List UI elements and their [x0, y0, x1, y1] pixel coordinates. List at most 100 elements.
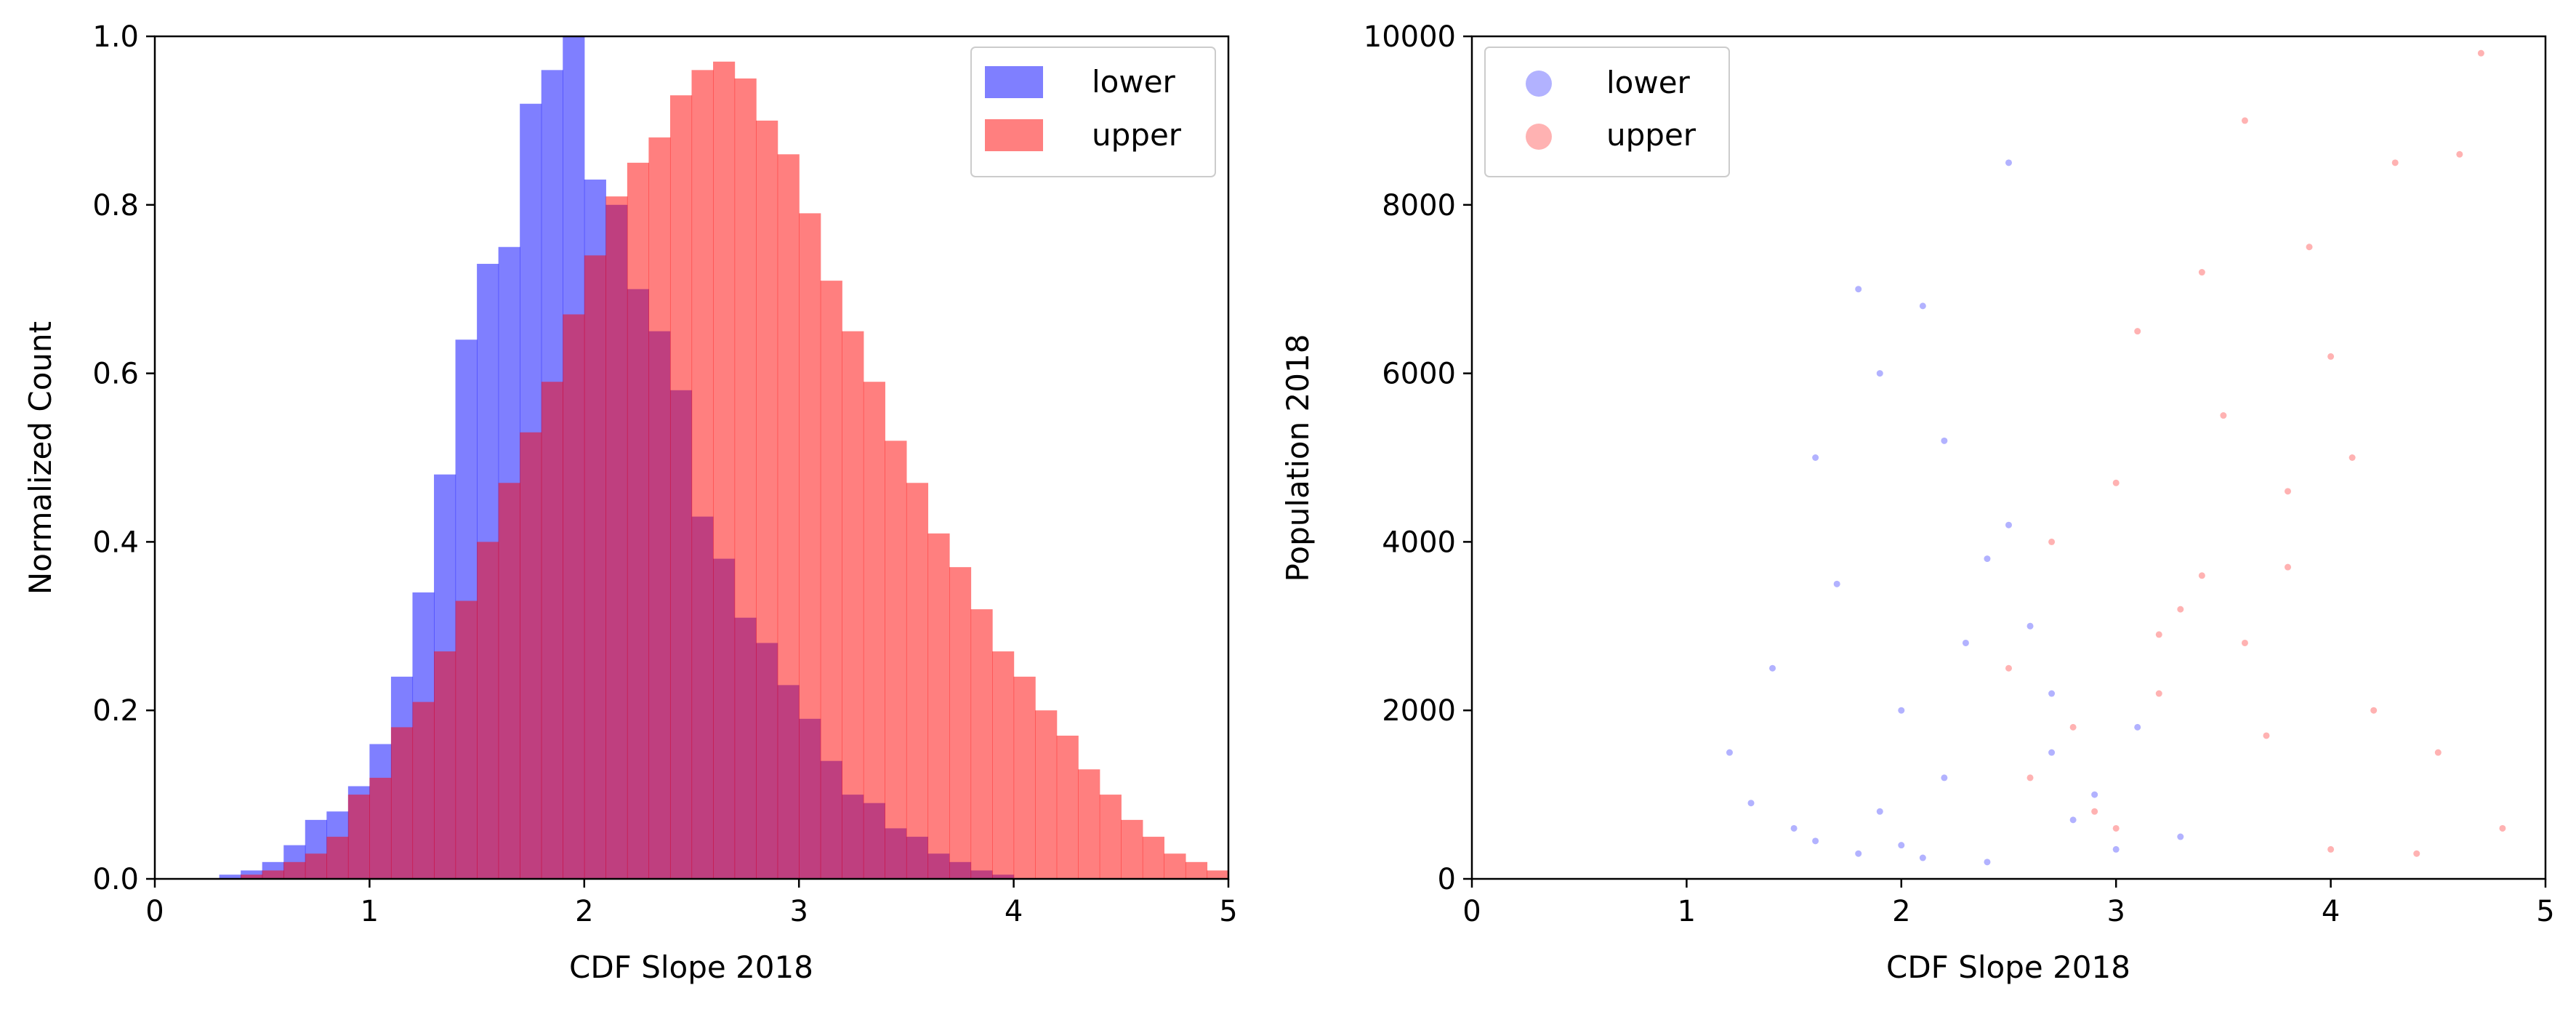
histogram-bar-upper	[669, 95, 693, 879]
scatter-y-tick-label: 0	[1438, 863, 1456, 896]
histogram-x-tick-label: 5	[1219, 895, 1237, 928]
scatter-point-upper	[2091, 808, 2098, 815]
scatter-points	[1726, 49, 2506, 866]
scatter-point-lower	[1812, 454, 1819, 461]
scatter-point-lower	[2026, 622, 2034, 630]
histogram-legend-label-lower: lower	[1092, 64, 1176, 100]
scatter-point-upper	[2069, 723, 2077, 731]
scatter-point-lower	[1876, 370, 1883, 377]
scatter-point-lower	[1984, 555, 1991, 563]
scatter-point-lower	[1941, 774, 1948, 781]
histogram-bar-upper	[347, 795, 370, 879]
histogram-bar-upper	[305, 853, 327, 879]
scatter-point-upper	[2285, 563, 2292, 571]
histogram-bar-upper	[1207, 870, 1229, 879]
scatter-point-upper	[2112, 479, 2120, 486]
histogram-bar-upper	[927, 533, 950, 879]
scatter-point-lower	[2091, 791, 2098, 798]
scatter-point-upper	[2499, 824, 2506, 832]
histogram-legend-swatch-lower	[985, 66, 1043, 98]
scatter-x-tick-label: 2	[1892, 895, 1910, 928]
scatter-point-upper	[2026, 774, 2034, 781]
scatter-chart: 0 1 2 3 4 5 0 2000 4000 6000 8000 10000 CDF Slope …	[1280, 20, 2555, 985]
scatter-point-upper	[2327, 353, 2335, 360]
histogram-bar-upper	[1099, 795, 1122, 879]
histogram-bar-upper	[1056, 735, 1079, 879]
scatter-point-upper	[2155, 631, 2162, 638]
histogram-legend-label-upper: upper	[1092, 117, 1182, 153]
scatter-x-ticks: 0 1 2 3 4 5	[1462, 879, 2555, 928]
histogram-bar-upper	[605, 196, 628, 880]
histogram-bar-upper	[498, 483, 520, 879]
scatter-y-tick-label: 2000	[1382, 694, 1456, 728]
histogram-x-axis-label: CDF Slope 2018	[569, 949, 813, 985]
histogram-bar-upper	[241, 875, 263, 879]
scatter-point-lower	[1876, 808, 1883, 815]
scatter-point-lower	[1855, 850, 1862, 857]
scatter-point-upper	[2306, 244, 2313, 251]
histogram-chart: 0 1 2 3 4 5 0.0 0.2 0.4 0.6 0.8 1.0 CDF Slope 2018…	[23, 20, 1238, 985]
histogram-bar-upper	[713, 61, 736, 879]
histogram-bar-upper	[1078, 769, 1100, 879]
histogram-bar-upper	[1164, 853, 1186, 879]
histogram-bar-upper	[842, 331, 864, 879]
histogram-bar-upper	[1013, 676, 1036, 879]
scatter-point-lower	[2005, 521, 2012, 528]
scatter-point-upper	[2370, 707, 2378, 714]
histogram-bar-upper	[885, 441, 907, 879]
scatter-point-lower	[2005, 159, 2012, 166]
histogram-y-axis-label: Normalized Count	[23, 321, 58, 595]
histogram-bar-upper	[691, 70, 714, 880]
scatter-point-lower	[1833, 580, 1840, 587]
scatter-y-tick-label: 10000	[1364, 20, 1456, 54]
scatter-legend-box	[1484, 47, 1730, 177]
histogram-bar-upper	[412, 702, 435, 879]
scatter-point-upper	[2391, 159, 2399, 166]
histogram-bar-upper	[1121, 819, 1143, 879]
histogram-bar-upper	[970, 609, 993, 879]
histogram-bar-upper	[434, 651, 456, 879]
scatter-point-lower	[1812, 837, 1819, 845]
histogram-y-tick-label: 0.6	[92, 358, 139, 391]
histogram-bar-upper	[648, 137, 671, 879]
scatter-point-upper	[2220, 412, 2227, 419]
scatter-point-lower	[1790, 824, 1798, 832]
scatter-point-lower	[1898, 707, 1905, 714]
scatter-x-tick-label: 0	[1462, 895, 1481, 928]
scatter-y-tick-label: 8000	[1382, 189, 1456, 222]
histogram-bar-upper	[369, 777, 392, 879]
scatter-point-upper	[2198, 572, 2205, 579]
scatter-x-tick-label: 1	[1678, 895, 1696, 928]
scatter-point-upper	[2477, 49, 2484, 57]
histogram-bar-upper	[949, 567, 972, 879]
scatter-y-tick-label: 6000	[1382, 358, 1456, 391]
scatter-point-lower	[2069, 816, 2077, 824]
scatter-point-lower	[1919, 854, 1926, 861]
histogram-bar-upper	[390, 727, 414, 879]
histogram-bar-upper	[1142, 837, 1164, 879]
scatter-x-tick-label: 5	[2536, 895, 2554, 928]
scatter-legend: lower upper	[1484, 47, 1730, 177]
scatter-x-tick-label: 3	[2106, 895, 2125, 928]
scatter-point-upper	[2177, 606, 2184, 613]
scatter-point-lower	[2048, 749, 2056, 756]
histogram-bar-upper	[541, 382, 563, 879]
scatter-point-upper	[2434, 749, 2442, 756]
histogram-legend: lower upper	[970, 47, 1216, 177]
histogram-x-ticks: 0 1 2 3 4 5	[145, 879, 1238, 928]
scatter-point-upper	[2241, 639, 2248, 646]
histogram-bar-upper	[477, 542, 499, 879]
histogram-bar-upper	[863, 382, 885, 879]
histogram-bar-upper	[455, 600, 478, 879]
histogram-bar-upper	[777, 154, 800, 879]
scatter-y-ticks: 0 2000 4000 6000 8000 10000	[1364, 20, 1472, 896]
scatter-point-upper	[2005, 664, 2012, 672]
histogram-bar-upper	[992, 651, 1015, 879]
scatter-point-lower	[1855, 286, 1862, 293]
histogram-x-tick-label: 3	[789, 895, 808, 928]
scatter-plot-frame	[1470, 35, 2547, 880]
histogram-bar-upper	[799, 213, 821, 879]
scatter-point-upper	[2198, 269, 2205, 276]
scatter-point-lower	[1984, 859, 1991, 866]
histogram-y-tick-label: 0.8	[92, 189, 139, 222]
